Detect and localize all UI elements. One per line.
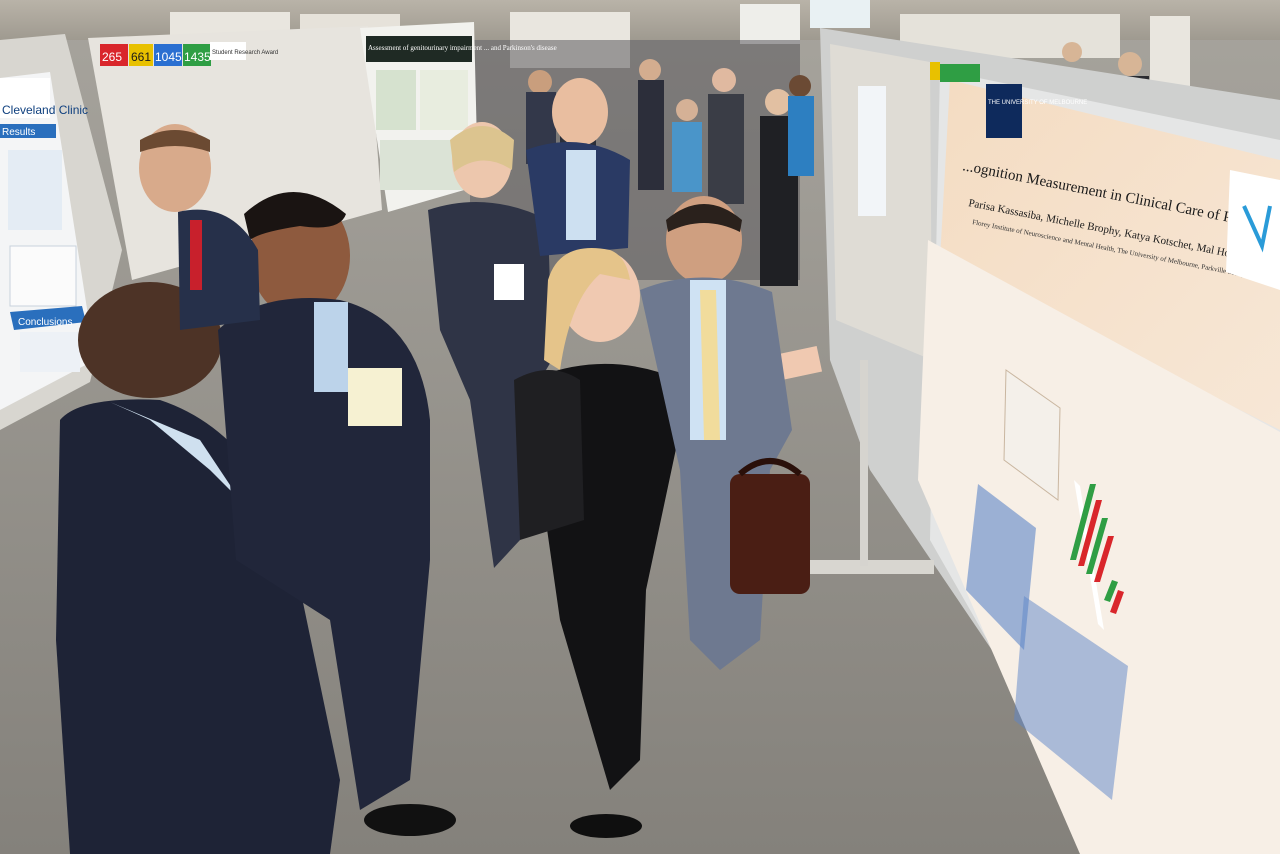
poster-board-right: THE UNIVERSITY OF MELBOURNE ...ognition … xyxy=(820,28,1280,854)
code-badge-4: 1435 xyxy=(184,50,211,64)
person-left-back xyxy=(139,124,260,330)
board-stand xyxy=(788,360,934,574)
award-tag: Student Research Award xyxy=(212,50,278,56)
briefcase xyxy=(730,458,810,594)
code-badge-3: 1045 xyxy=(155,50,182,64)
backpack xyxy=(514,370,584,540)
poster-left-header: Cleveland Clinic xyxy=(2,103,88,117)
poster-center-title: Assessment of genitourinary impairment .… xyxy=(368,44,557,52)
poster-bar-figure xyxy=(1070,480,1124,630)
poster-center: Assessment of genitourinary impairment .… xyxy=(360,22,557,212)
person-beard xyxy=(218,192,456,836)
person-tall-man xyxy=(526,78,630,256)
code-badge-2: 661 xyxy=(131,50,151,64)
code-badge-1: 265 xyxy=(102,50,122,64)
poster-left-section-conclusions: Conclusions xyxy=(18,317,72,328)
person-presenter xyxy=(540,248,823,838)
university-logo: THE UNIVERSITY OF MELBOURNE xyxy=(988,100,1087,106)
poster-board-left: Cleveland Clinic Results Conclusions xyxy=(0,34,122,430)
poster-left-section-results: Results xyxy=(2,127,35,138)
